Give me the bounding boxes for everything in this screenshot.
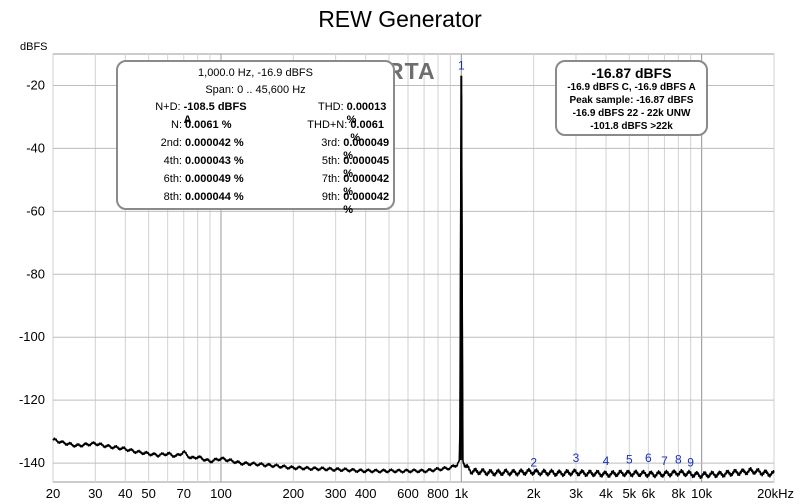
x-tick-label: 70 [177, 486, 191, 501]
level-lines: -16.9 dBFS C, -16.9 dBFS A Peak sample: -… [557, 81, 706, 133]
measurement-label: 5th: [321, 155, 341, 167]
measurement-label: 7th: [321, 173, 341, 185]
x-tick-label: 800 [427, 486, 449, 501]
y-tick-label: -60 [26, 203, 45, 218]
harmonic-marker-2: 2 [530, 456, 537, 470]
y-tick-label: -40 [26, 140, 45, 155]
x-tick-label: 10k [691, 486, 712, 501]
level-line: Peak sample: -16.87 dBFS [569, 95, 694, 106]
measurement-cell: 6th: 0.000049 % [118, 173, 256, 186]
y-axis-label: dBFS [20, 41, 48, 53]
x-tick-label: 5k [622, 486, 636, 501]
measurement-value: 0.00013 % [346, 101, 387, 126]
measurement-label: 4th: [163, 155, 182, 167]
harmonic-marker-3: 3 [573, 451, 580, 465]
measurement-cell: 8th: 0.000044 % [118, 191, 256, 204]
measurement-cell: 3rd: 0.000049 % [256, 137, 394, 162]
measurement-value: 0.0061 % [350, 119, 384, 144]
fundamental-readout: 1,000.0 Hz, -16.9 dBFS [198, 67, 313, 79]
measurement-box: 1,000.0 Hz, -16.9 dBFS Span: 0 .. 45,600… [116, 60, 395, 216]
measurement-cell: 9th: 0.000042 % [256, 191, 394, 216]
x-tick-label: 6k [641, 486, 655, 501]
measurement-row: N: 0.0061 % THD+N: 0.0061 % [118, 119, 394, 144]
x-tick-label: 50 [141, 486, 155, 501]
measurement-value: 0.000045 % [343, 155, 390, 180]
series-layer [52, 75, 775, 480]
measurement-value: 0.000049 % [185, 173, 244, 185]
measurement-row: 6th: 0.000049 % 7th: 0.000042 % [118, 173, 394, 198]
level-line: -101.8 dBFS >22k [590, 121, 673, 132]
measurement-cell: 4th: 0.000043 % [118, 155, 256, 168]
measurement-value: 0.000044 % [185, 191, 244, 203]
harmonic-marker-8: 8 [675, 452, 682, 466]
y-tick-label: -20 [26, 77, 45, 92]
measurement-label: 9th: [321, 191, 341, 203]
y-tick-label: -100 [19, 329, 45, 344]
x-tick-label: 1k [454, 486, 468, 501]
fundamental-peak [459, 75, 464, 461]
measurement-label: THD+N: [307, 119, 348, 131]
x-tick-label: 100 [210, 486, 232, 501]
spectrum-line [52, 93, 775, 480]
measurement-row: 2nd: 0.000042 % 3rd: 0.000049 % [118, 137, 394, 162]
harmonic-marker-7: 7 [661, 454, 668, 468]
x-tick-label: 2k [527, 486, 541, 501]
chart-title: REW Generator [318, 6, 482, 32]
measurement-row: N+D: -108.5 dBFS A THD: 0.00013 % [118, 101, 394, 126]
harmonic-marker-9: 9 [687, 456, 694, 470]
harmonic-marker-5: 5 [626, 452, 633, 466]
measurement-cell: 2nd: 0.000042 % [118, 137, 256, 150]
x-tick-label: 30 [88, 486, 102, 501]
measurement-rows: N+D: -108.5 dBFS A THD: 0.00013 % N: 0.0061 %… [118, 101, 394, 216]
measurement-label: THD: [317, 101, 344, 113]
measurement-label: 2nd: [160, 137, 182, 149]
measurement-value: 0.000049 % [343, 137, 390, 162]
harmonic-marker-6: 6 [645, 451, 652, 465]
level-line: -16.9 dBFS 22 - 22k UNW [572, 108, 691, 119]
measurement-value: 0.0061 % [185, 119, 232, 131]
harmonic-marker-4: 4 [603, 454, 610, 468]
measurement-label: 3rd: [321, 137, 341, 149]
measurement-value: 0.000043 % [185, 155, 244, 167]
measurement-value: -108.5 dBFS A [183, 101, 247, 126]
x-tick-label: 300 [325, 486, 347, 501]
span-readout: Span: 0 .. 45,600 Hz [205, 84, 306, 96]
measurement-label: 8th: [163, 191, 182, 203]
measurement-row: 8th: 0.000044 % 9th: 0.000042 % [118, 191, 394, 216]
measurement-cell: N+D: -108.5 dBFS A [118, 101, 256, 126]
y-tick-label: -80 [26, 266, 45, 281]
x-tick-label: 40 [118, 486, 132, 501]
x-tick-label: 20 [46, 486, 60, 501]
x-tick-label: 200 [282, 486, 304, 501]
measurement-label: 6th: [163, 173, 182, 185]
measurement-cell: N: 0.0061 % [118, 119, 256, 132]
measurement-value: 0.000042 % [185, 137, 244, 149]
measurement-cell: 5th: 0.000045 % [256, 155, 394, 180]
x-tick-label: 20kHz [757, 486, 794, 501]
x-tick-label: 3k [569, 486, 583, 501]
measurement-value: 0.000042 % [343, 173, 390, 198]
y-tick-label: -120 [19, 392, 45, 407]
harmonic-markers: 1 2 3 4 5 6 7 8 9 [458, 59, 694, 470]
level-readout: -16.87 dBFS [591, 65, 672, 81]
x-tick-label: 400 [355, 486, 377, 501]
measurement-cell: 7th: 0.000042 % [256, 173, 394, 198]
harmonic-marker-1: 1 [458, 59, 465, 73]
x-tick-label: 4k [599, 486, 613, 501]
measurement-cell: THD: 0.00013 % [256, 101, 394, 126]
measurement-row: 4th: 0.000043 % 5th: 0.000045 % [118, 155, 394, 180]
level-box: -16.87 dBFS -16.9 dBFS C, -16.9 dBFS A Pe… [555, 60, 708, 136]
measurement-value: 0.000042 % [343, 191, 390, 216]
y-tick-label: -140 [19, 455, 45, 470]
level-line: -16.9 dBFS C, -16.9 dBFS A [567, 82, 696, 93]
measurement-cell: THD+N: 0.0061 % [256, 119, 394, 144]
x-tick-label: 8k [671, 486, 685, 501]
measurement-label: N+D: [155, 101, 181, 113]
measurement-label: N: [171, 119, 182, 131]
x-tick-label: 600 [397, 486, 419, 501]
